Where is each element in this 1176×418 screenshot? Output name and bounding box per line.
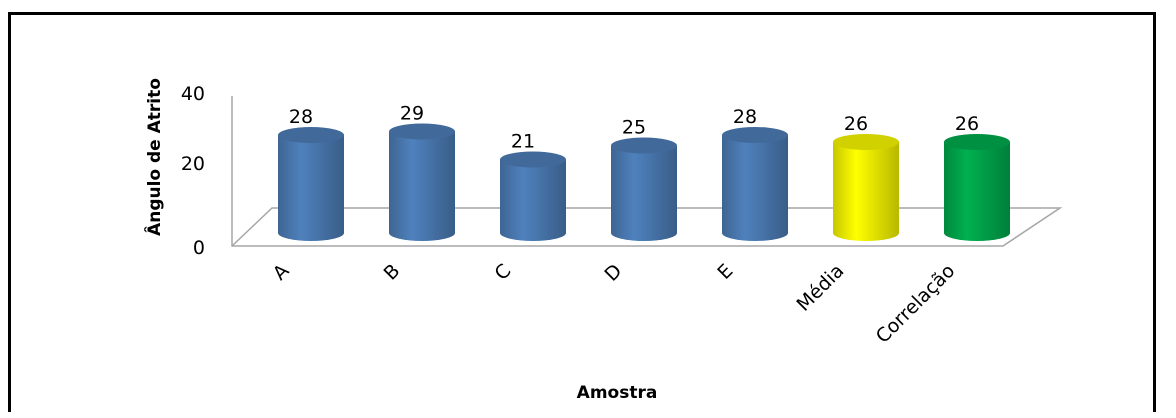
y-tick-label: 40: [181, 83, 205, 105]
y-axis-title: Ângulo de Atrito: [143, 78, 165, 236]
bar: [722, 127, 788, 241]
data-label: 21: [511, 131, 535, 153]
data-label: 26: [955, 113, 979, 135]
data-label: 25: [622, 117, 646, 139]
bar: [833, 134, 899, 241]
x-tick-label: D: [601, 260, 627, 286]
x-tick-label: E: [713, 260, 737, 284]
data-label: 26: [844, 113, 868, 135]
bar: [944, 134, 1010, 241]
x-axis: A B C D E Média Correlação: [269, 260, 960, 348]
bars: [278, 123, 1010, 241]
y-tick-label: 0: [193, 237, 205, 259]
bar: [611, 137, 677, 241]
bar: [500, 151, 566, 241]
data-label: 29: [400, 103, 424, 125]
x-axis-title: Amostra: [577, 383, 658, 403]
bar: [389, 123, 455, 241]
bar: [278, 127, 344, 241]
x-tick-label: C: [490, 260, 515, 285]
y-axis: 0 20 40: [181, 83, 205, 259]
x-tick-label: A: [269, 260, 294, 285]
data-labels: 28 29 21 25 28 26 26: [289, 103, 979, 153]
data-label: 28: [289, 106, 313, 128]
data-label: 28: [733, 106, 757, 128]
y-tick-label: 20: [181, 153, 205, 175]
x-tick-label: Correlação: [872, 260, 960, 348]
x-tick-label: B: [380, 260, 405, 285]
x-tick-label: Média: [793, 260, 849, 316]
chart-floor: [231, 96, 1063, 247]
